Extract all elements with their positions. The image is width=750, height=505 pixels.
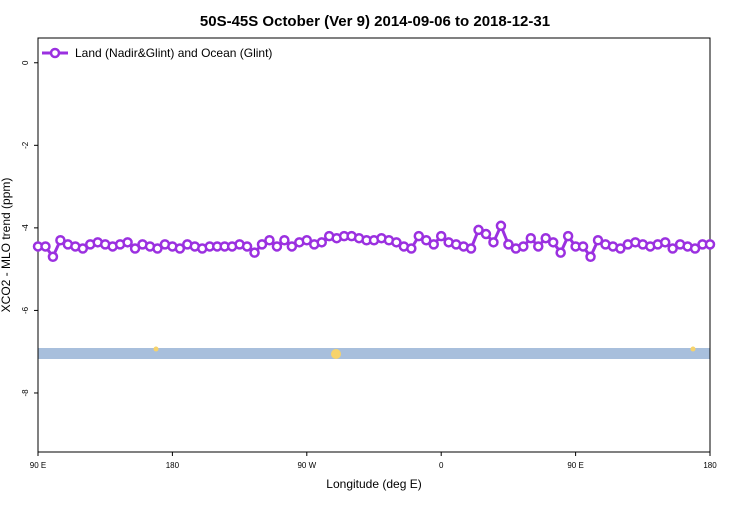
- point: [562, 230, 574, 242]
- point: [40, 241, 51, 252]
- legend-label: Land (Nadir&Glint) and Ocean (Glint): [75, 46, 272, 60]
- y-tick-label: -4: [21, 224, 30, 232]
- point: [428, 239, 439, 250]
- x-tick-label: 180: [703, 461, 717, 470]
- point: [555, 247, 566, 258]
- point: [503, 239, 514, 250]
- point: [435, 230, 447, 242]
- point: [391, 237, 402, 248]
- point: [585, 251, 596, 263]
- point: [271, 241, 283, 252]
- point: [525, 232, 537, 244]
- point: [122, 237, 133, 248]
- y-axis-label: XCO2 - MLO trend (ppm): [0, 178, 13, 313]
- point: [518, 241, 529, 252]
- x-tick-label: 90 E: [30, 461, 46, 470]
- x-tick-label: 180: [166, 461, 180, 470]
- y-tick-label: 0: [21, 60, 30, 65]
- x-tick-label: 0: [439, 461, 444, 470]
- x-axis-label: Longitude (deg E): [326, 477, 421, 491]
- point: [47, 251, 59, 263]
- point: [279, 235, 290, 246]
- point: [480, 228, 492, 240]
- point: [286, 241, 298, 252]
- x-tick-label: 90 W: [297, 461, 316, 470]
- land-blob: [331, 349, 341, 359]
- y-tick-label: -6: [21, 306, 30, 314]
- point: [152, 243, 163, 254]
- land-blob: [153, 346, 159, 352]
- land-ocean-band: [38, 348, 710, 359]
- point: [264, 235, 275, 246]
- point: [533, 241, 544, 252]
- point: [488, 237, 499, 248]
- land-blob: [690, 346, 696, 352]
- point: [406, 243, 417, 254]
- point: [577, 241, 589, 252]
- point: [301, 235, 313, 246]
- y-tick-label: -8: [21, 389, 30, 397]
- point: [689, 243, 701, 254]
- point: [473, 224, 484, 236]
- point: [667, 243, 678, 254]
- point: [249, 247, 260, 258]
- point: [421, 235, 432, 246]
- point: [465, 243, 477, 254]
- point: [495, 220, 507, 232]
- point: [592, 235, 604, 246]
- point: [316, 237, 327, 248]
- y-tick-label: -2: [21, 141, 30, 149]
- point: [547, 237, 559, 248]
- point: [55, 235, 66, 246]
- legend-marker: [49, 47, 61, 59]
- point: [659, 237, 671, 248]
- point: [77, 243, 89, 254]
- point: [256, 239, 268, 250]
- point: [241, 241, 253, 252]
- point: [704, 239, 716, 250]
- point: [413, 230, 425, 242]
- x-tick-label: 90 E: [567, 461, 583, 470]
- chart-title: 50S-45S October (Ver 9) 2014-09-06 to 20…: [200, 13, 550, 30]
- point: [174, 243, 186, 254]
- point: [129, 243, 141, 254]
- point: [615, 243, 626, 254]
- point: [540, 232, 551, 244]
